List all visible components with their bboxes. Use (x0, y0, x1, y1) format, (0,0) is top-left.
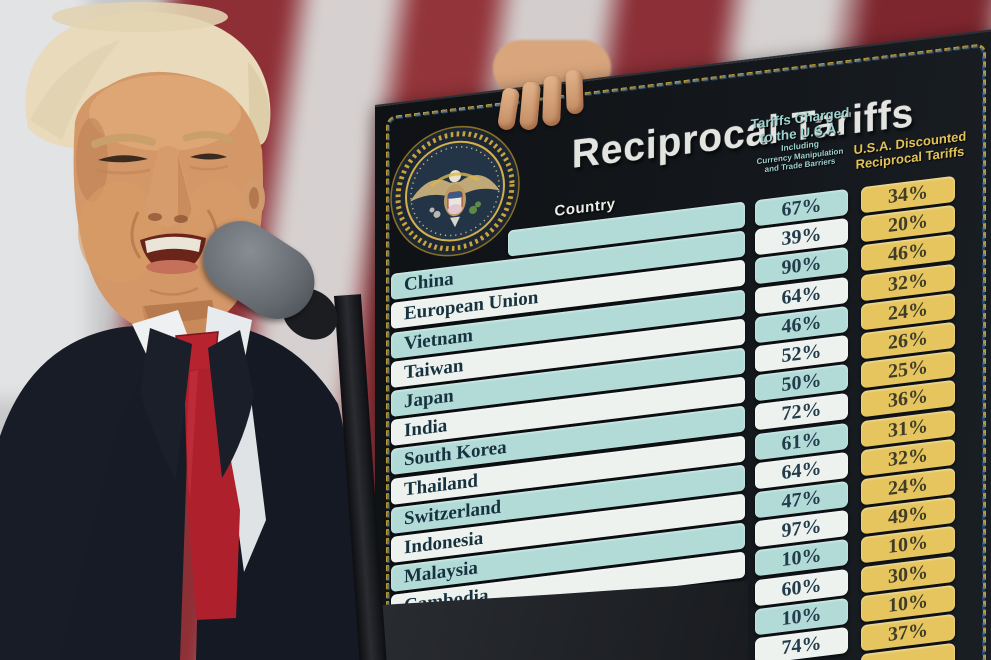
eye-right (190, 153, 227, 160)
hand-finger (565, 69, 584, 115)
eyebrow-left (91, 133, 156, 148)
trump-figure (0, 2, 360, 660)
tariff-board: Reciprocal Tariffs Country Tariffs Charg… (375, 28, 991, 660)
lapel-left (140, 328, 192, 480)
eyebrow-right (182, 131, 234, 144)
eye-left (98, 155, 148, 163)
lapel-right (208, 330, 254, 478)
presidential-seal-icon (390, 125, 520, 257)
mouth (140, 233, 206, 274)
tariff-table: 67% 34% China 39% 20% European Union 90% 46% Vie… (375, 31, 991, 660)
country-label (508, 202, 745, 231)
hand-finger (542, 75, 562, 127)
